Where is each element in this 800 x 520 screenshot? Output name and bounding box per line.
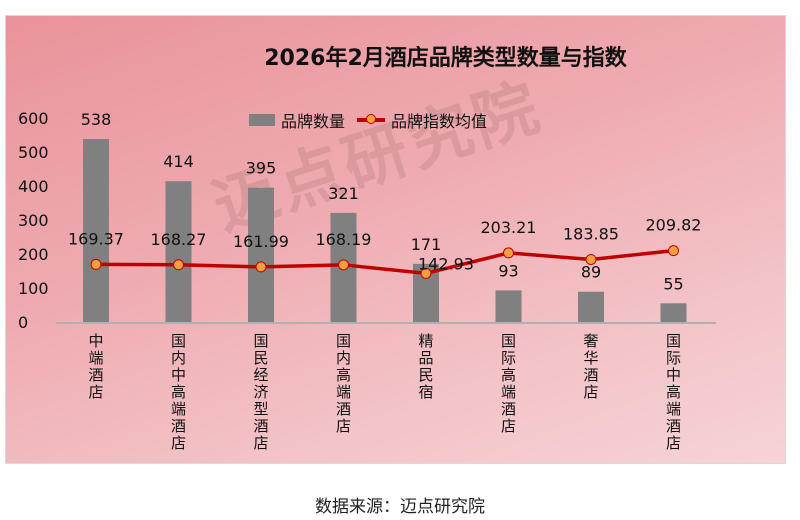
category-label-char: 内 [171,349,186,367]
category-label-char: 店 [666,434,681,452]
bar-value-label: 89 [581,263,601,282]
category-label-char: 精 [418,332,433,350]
category-label-char: 酒 [253,417,268,435]
category-label-char: 中 [88,332,103,350]
category-label-char: 店 [336,417,351,435]
category-label-char: 型 [253,400,268,418]
category-label-char: 酒 [171,417,186,435]
bar-value-label: 93 [498,261,518,280]
y-tick-label: 200 [18,245,49,264]
y-tick-label: 300 [18,211,49,230]
y-tick-label: 400 [18,177,49,196]
category-label-char: 端 [336,383,351,401]
line-value-label: 168.27 [151,230,207,249]
category-label-char: 端 [88,349,103,367]
category-label-char: 高 [336,366,351,384]
category-label-char: 民 [418,366,433,384]
category-label-char: 高 [666,383,681,401]
category-label-char: 民 [253,349,268,367]
category-label-char: 经 [253,366,268,384]
y-tick-label: 100 [18,279,49,298]
category-label-char: 端 [501,383,516,401]
category-label-char: 端 [171,400,186,418]
source-caption: 数据来源：迈点研究院 [315,497,485,517]
category-label-char: 际 [666,349,681,367]
category-label-char: 店 [171,434,186,452]
bar-value-label: 171 [411,235,442,254]
bar [495,290,522,322]
category-label-char: 国 [253,332,268,350]
bar-value-label: 321 [328,184,359,203]
y-tick-label: 500 [18,143,49,162]
bar [578,291,604,322]
category-label-char: 内 [336,349,351,367]
category-label-char: 酒 [501,400,516,418]
category-label-char: 奢 [583,332,598,350]
bar [660,303,687,322]
line-marker [420,267,432,279]
category-label-char: 国 [666,332,681,350]
line-marker [503,247,514,259]
line-marker [668,245,679,257]
bar-value-label: 414 [163,152,194,171]
category-label-char: 宿 [418,383,433,401]
category-label-char: 店 [501,417,516,435]
line-marker [585,253,597,265]
category-label-char: 中 [171,366,186,384]
line-value-label: 168.19 [316,230,372,249]
legend-label-bar: 品牌数量 [281,112,346,131]
bar-value-label: 538 [81,110,112,129]
bar [165,181,192,322]
category-label-char: 酒 [336,400,351,418]
category-label-char: 国 [171,332,186,350]
legend-bar-swatch [249,114,275,126]
y-tick-label: 600 [18,109,49,128]
category-label-char: 店 [88,383,103,401]
category-label-char: 酒 [88,366,103,384]
category-label-char: 际 [501,349,516,367]
line-value-label: 209.82 [646,216,702,235]
legend: 品牌数量 品牌指数均值 [249,108,487,132]
index-line [95,248,674,276]
category-label-char: 华 [583,349,598,367]
line-marker [90,258,102,270]
category-label-char: 国 [501,332,516,350]
bar [83,139,109,322]
line-value-label: 142.93 [418,254,474,273]
category-label-char: 中 [666,366,681,384]
line-value-label: 161.99 [233,232,289,251]
legend-line-swatch [357,114,386,124]
category-label-char: 店 [253,434,268,452]
category-label-char: 酒 [666,417,681,435]
legend-label-line: 品牌指数均值 [391,112,488,131]
line-value-label: 169.37 [68,229,124,248]
bar-value-label: 395 [246,159,277,178]
category-label-char: 品 [418,349,433,367]
category-label-char: 高 [171,383,186,401]
bar-value-label: 55 [663,274,683,293]
category-label-char: 国 [336,332,351,350]
line-marker [255,261,267,273]
line-marker [338,259,349,271]
line-value-label: 203.21 [481,218,537,237]
category-label-char: 店 [583,383,598,401]
chart-panel: 迈点研究院 2026年2月酒店品牌类型数量与指数 品牌数量 品牌指数均值 0 10… [5,15,786,464]
y-tick-label: 0 [18,313,28,332]
category-label-char: 高 [501,366,516,384]
chart-title: 2026年2月酒店品牌类型数量与指数 [264,46,627,71]
category-label-char: 酒 [583,366,598,384]
chart-svg: 0 100 200 300 400 500 600 538 414 395 321 171 93 89 55… [18,109,716,452]
bar [248,187,274,322]
line-value-label: 183.85 [563,224,619,243]
category-label-char: 济 [253,383,268,401]
line-marker [173,259,184,271]
category-label-char: 端 [666,400,681,418]
